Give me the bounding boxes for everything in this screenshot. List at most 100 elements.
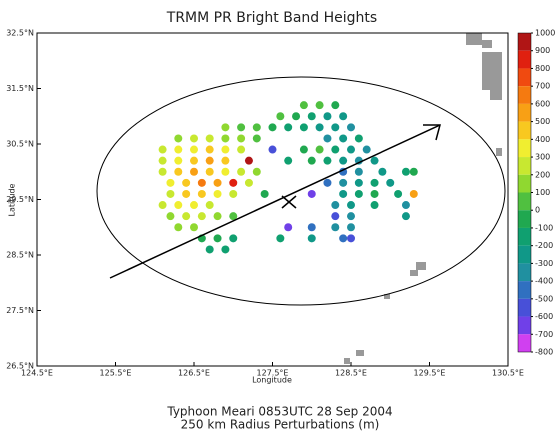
data-point [166,178,175,187]
land [344,33,502,364]
data-point [339,178,348,187]
colorbar-segment [518,245,531,264]
data-point [323,112,332,121]
data-point [229,212,238,221]
data-point [331,201,340,210]
y-axis-label: Latitude [8,183,17,216]
caption: 250 km Radius Perturbations (m) [181,418,380,432]
data-point [174,201,183,210]
data-point [252,167,261,176]
data-point [166,189,175,198]
data-point [354,134,363,143]
colorbar-tick-label: 500 [535,117,550,126]
data-point [276,234,285,243]
data-point [370,189,379,198]
data-point [331,145,340,154]
y-tick-label: 27.5°N [6,306,34,315]
colorbar-tick-label: 300 [535,153,550,162]
data-point [205,245,214,254]
data-point [221,123,230,132]
data-point [378,167,387,176]
x-tick-label: 130.5°E [492,369,524,378]
data-point [299,101,308,110]
colorbar-tick-label: -100 [535,223,553,232]
data-point [409,167,418,176]
data-point [237,167,246,176]
data-point [182,189,191,198]
data-point [205,167,214,176]
data-point [323,134,332,143]
colorbar-segment [518,157,531,175]
data-point [354,167,363,176]
data-point [221,245,230,254]
data-point [190,223,198,232]
data-point [315,101,324,110]
y-tick-label: 29.5°N [6,195,34,204]
data-point [158,156,167,165]
x-tick-label: 125.5°E [100,369,132,378]
colorbar-tick-label: -700 [535,330,553,339]
data-point [197,212,206,221]
data-point [197,178,206,187]
colorbar-segment [518,316,531,335]
colorbar-segment [518,263,531,282]
data-point [339,189,348,198]
data-point [174,145,183,154]
colorbar-segment [518,121,531,140]
data-point [158,145,167,154]
data-point [221,134,230,143]
data-point [284,223,293,232]
colorbar-segment [518,103,531,122]
data-point [190,145,198,154]
data-point [174,134,183,143]
data-point [229,178,238,187]
data-point [347,123,355,132]
data-point [174,167,183,176]
data-point [354,156,363,165]
data-point [323,156,332,165]
data-point [292,112,301,121]
data-point [307,112,316,121]
chart-title: TRMM PR Bright Band Heights [166,10,377,26]
data-point [307,223,316,232]
data-point [190,167,198,176]
y-tick-label: 31.5°N [6,84,34,93]
radius-ellipse [96,76,506,306]
data-point [268,145,277,154]
colorbar-tick-label: 100 [535,188,550,197]
data-point [347,201,355,210]
data-point [331,123,340,132]
data-point [339,112,348,121]
x-tick-label: 129.5°E [414,369,446,378]
x-tick-label: 127.5°E [257,369,289,378]
data-point [370,156,379,165]
data-point [401,201,410,210]
data-point [205,134,214,143]
colorbar-tick-label: -200 [535,241,553,250]
data-point [339,234,348,243]
x-tick-label: 128.5°E [335,369,367,378]
colorbar-segment [518,86,531,104]
data-point [252,123,261,132]
colorbar-tick-label: 1000 [535,29,555,38]
colorbar-tick-label: -400 [535,277,553,286]
x-tick-label: 126.5°E [178,369,210,378]
caption: Typhoon Meari 0853UTC 28 Sep 2004 [166,405,392,419]
data-point [174,223,183,232]
data-point [190,134,198,143]
data-point [197,189,206,198]
data-point [237,123,246,132]
data-point [229,189,238,198]
data-point [347,234,355,243]
data-point [244,178,253,187]
data-point [339,134,348,143]
data-point [182,212,191,221]
colorbar-tick-label: 700 [535,82,550,91]
data-point [386,178,395,187]
colorbar-tick-label: -600 [535,312,553,321]
data-point [362,145,371,154]
data-point [268,123,277,132]
data-point [182,178,191,187]
data-point [213,234,222,243]
